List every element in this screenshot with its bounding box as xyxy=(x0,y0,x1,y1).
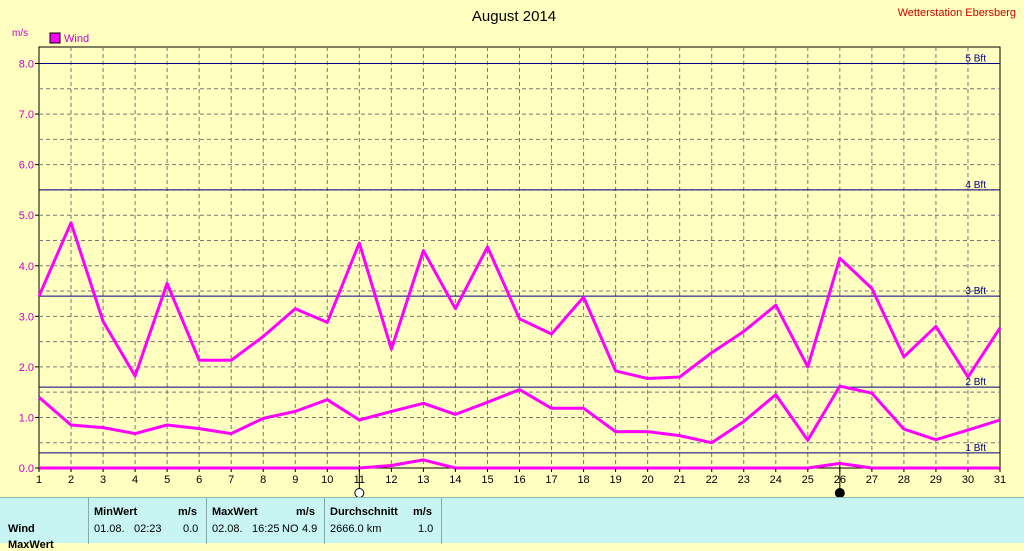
x-tick-label: 9 xyxy=(292,474,298,486)
x-tick-label: 15 xyxy=(481,474,493,486)
series-line-2 xyxy=(38,384,1001,445)
min-unit: m/s xyxy=(178,506,197,518)
table-divider xyxy=(324,498,325,544)
beaufort-label: 3 Bft xyxy=(965,286,986,297)
min-value: 0.0 xyxy=(183,523,199,535)
y-axis-label: m/s xyxy=(12,28,28,39)
x-tick-label: 2 xyxy=(68,474,74,486)
y-tick-label: 8.0 xyxy=(19,59,34,71)
x-tick-label: 20 xyxy=(642,474,654,486)
x-tick-label: 8 xyxy=(260,474,266,486)
x-tick-label: 14 xyxy=(449,474,461,486)
x-tick-label: 1 xyxy=(36,474,42,486)
row-label-wind: Wind xyxy=(8,523,35,535)
avg-value: 1.0 xyxy=(418,523,434,535)
x-tick-label: 30 xyxy=(962,474,974,486)
station-label: Wetterstation Ebersberg xyxy=(898,7,1016,19)
series-line-1 xyxy=(37,221,1002,380)
min-header: MinWert xyxy=(94,506,138,518)
min-time: 02:23 xyxy=(134,523,162,535)
y-tick-label: 6.0 xyxy=(19,160,34,172)
min-date: 01.08. xyxy=(94,523,125,535)
x-tick-label: 28 xyxy=(898,474,910,486)
avg-header: Durchschnitt xyxy=(330,506,398,518)
wind-chart: 1 Bft 2 Bft 3 Bft 4 Bft 5 Bft 0.0 1.0 2.0 3.0 4.… xyxy=(12,7,1016,497)
x-tick-label: 23 xyxy=(738,474,750,486)
x-tick-label: 16 xyxy=(513,474,525,486)
full-moon-icon xyxy=(354,488,365,497)
beaufort-label: 5 Bft xyxy=(965,54,986,65)
x-tick-label: 17 xyxy=(545,474,557,486)
beaufort-label: 1 Bft xyxy=(965,443,986,454)
x-tick-label: 13 xyxy=(417,474,429,486)
y-axis-ticks: 0.0 1.0 2.0 3.0 4.0 5.0 6.0 7.0 8.0 xyxy=(19,59,39,475)
x-tick-label: 22 xyxy=(706,474,718,486)
x-tick-label: 12 xyxy=(385,474,397,486)
max-header: MaxWert xyxy=(212,506,258,518)
x-tick-label: 3 xyxy=(100,474,106,486)
beaufort-reference-lines: 1 Bft 2 Bft 3 Bft 4 Bft 5 Bft xyxy=(39,54,1000,454)
chart-title: August 2014 xyxy=(472,8,556,25)
new-moon-icon xyxy=(834,488,845,497)
x-axis-ticks: 1 2 3 4 5 6 7 8 9 10 11 12 13 14 15 16 17 18 19 20 21 22 23 24 2… xyxy=(36,468,1006,486)
table-divider xyxy=(441,498,442,544)
y-tick-label: 2.0 xyxy=(19,362,34,374)
y-tick-label: 4.0 xyxy=(19,261,34,273)
y-tick-label: 1.0 xyxy=(19,412,34,424)
x-tick-label: 24 xyxy=(770,474,782,486)
avg-unit: m/s xyxy=(413,506,432,518)
legend-swatch xyxy=(49,32,61,44)
moon-markers xyxy=(354,465,845,497)
y-tick-label: 3.0 xyxy=(19,311,34,323)
max-date: 02.08. xyxy=(212,523,243,535)
avg-km: 2666.0 km xyxy=(330,523,382,535)
max-dir: NO xyxy=(282,523,299,535)
x-tick-label: 10 xyxy=(321,474,333,486)
x-tick-label: 31 xyxy=(994,474,1006,486)
x-tick-label: 21 xyxy=(674,474,686,486)
x-tick-label: 27 xyxy=(866,474,878,486)
x-tick-label: 19 xyxy=(609,474,621,486)
x-tick-label: 29 xyxy=(930,474,942,486)
table-divider xyxy=(88,498,89,544)
max-time: 16:25 xyxy=(252,523,280,535)
x-tick-label: 4 xyxy=(132,474,138,486)
grid xyxy=(39,47,1000,468)
summary-table: MinWert m/s MaxWert m/s Durchschnitt m/s… xyxy=(0,497,1024,551)
beaufort-label: 4 Bft xyxy=(965,180,986,191)
x-tick-label: 25 xyxy=(802,474,814,486)
table-divider xyxy=(206,498,207,544)
max-value: 4.9 xyxy=(302,523,318,535)
y-tick-label: 5.0 xyxy=(19,210,34,222)
row-label-maxwert: MaxWert xyxy=(8,539,54,551)
beaufort-label: 2 Bft xyxy=(965,377,986,388)
y-tick-label: 7.0 xyxy=(19,109,34,121)
x-tick-label: 18 xyxy=(577,474,589,486)
x-tick-label: 6 xyxy=(196,474,202,486)
x-tick-label: 5 xyxy=(164,474,170,486)
x-tick-label: 7 xyxy=(228,474,234,486)
legend-label: Wind xyxy=(64,33,89,45)
y-tick-label: 0.0 xyxy=(19,463,34,475)
max-unit: m/s xyxy=(296,506,315,518)
